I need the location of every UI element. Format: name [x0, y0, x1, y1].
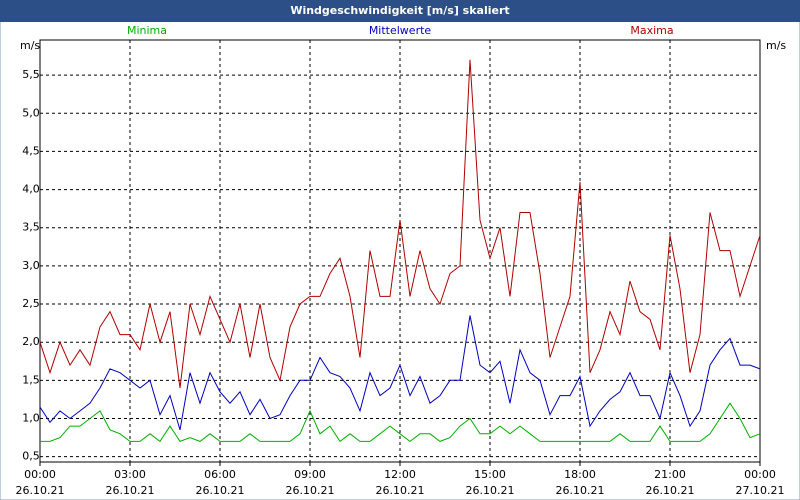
x-tick-label: 18:00 [564, 468, 596, 481]
y-tick-label: 1,5 [22, 373, 40, 386]
x-tick-date: 26.10.21 [106, 484, 155, 497]
legend-entry: Mittelwerte [369, 24, 432, 37]
series-line [40, 402, 761, 443]
x-tick-label: 06:00 [204, 468, 236, 481]
series-line [39, 315, 761, 431]
x-tick-label: 00:00 [24, 468, 56, 481]
x-tick-label: 12:00 [384, 468, 416, 481]
x-tick-label: 00:00 [744, 468, 776, 481]
y-tick-label: 4,5 [22, 144, 40, 157]
y-tick-label: 2,0 [22, 335, 40, 348]
x-tick-date: 27.10.21 [736, 484, 785, 497]
y-tick-label: 2,5 [22, 297, 40, 310]
legend-entry: Minima [127, 24, 167, 37]
y-tick-label: 3,0 [22, 259, 40, 272]
y-tick-label: 5,0 [22, 106, 40, 119]
x-tick-date: 26.10.21 [196, 484, 245, 497]
y-tick-label: 1,0 [22, 412, 40, 425]
x-tick-label: 09:00 [294, 468, 326, 481]
series-line [39, 59, 761, 389]
x-tick-date: 26.10.21 [16, 484, 65, 497]
x-tick-date: 26.10.21 [376, 484, 425, 497]
y-tick-label: 4,0 [22, 183, 40, 196]
title-bar [0, 0, 800, 22]
y-tick-label: 0,5 [22, 450, 40, 463]
y-tick-label: 5,5 [22, 68, 40, 81]
y-tick-label: 3,5 [22, 221, 40, 234]
x-tick-label: 03:00 [114, 468, 146, 481]
x-tick-date: 26.10.21 [466, 484, 515, 497]
legend-entry: Maxima [630, 24, 673, 37]
y-axis-label-right: m/s [766, 39, 786, 52]
y-axis-label: m/s [20, 39, 40, 52]
x-tick-date: 26.10.21 [556, 484, 605, 497]
chart-title: Windgeschwindigkeit [m/s] skaliert [290, 4, 509, 17]
x-tick-label: 15:00 [474, 468, 506, 481]
x-tick-date: 26.10.21 [646, 484, 695, 497]
x-tick-date: 26.10.21 [286, 484, 335, 497]
x-tick-label: 21:00 [654, 468, 686, 481]
